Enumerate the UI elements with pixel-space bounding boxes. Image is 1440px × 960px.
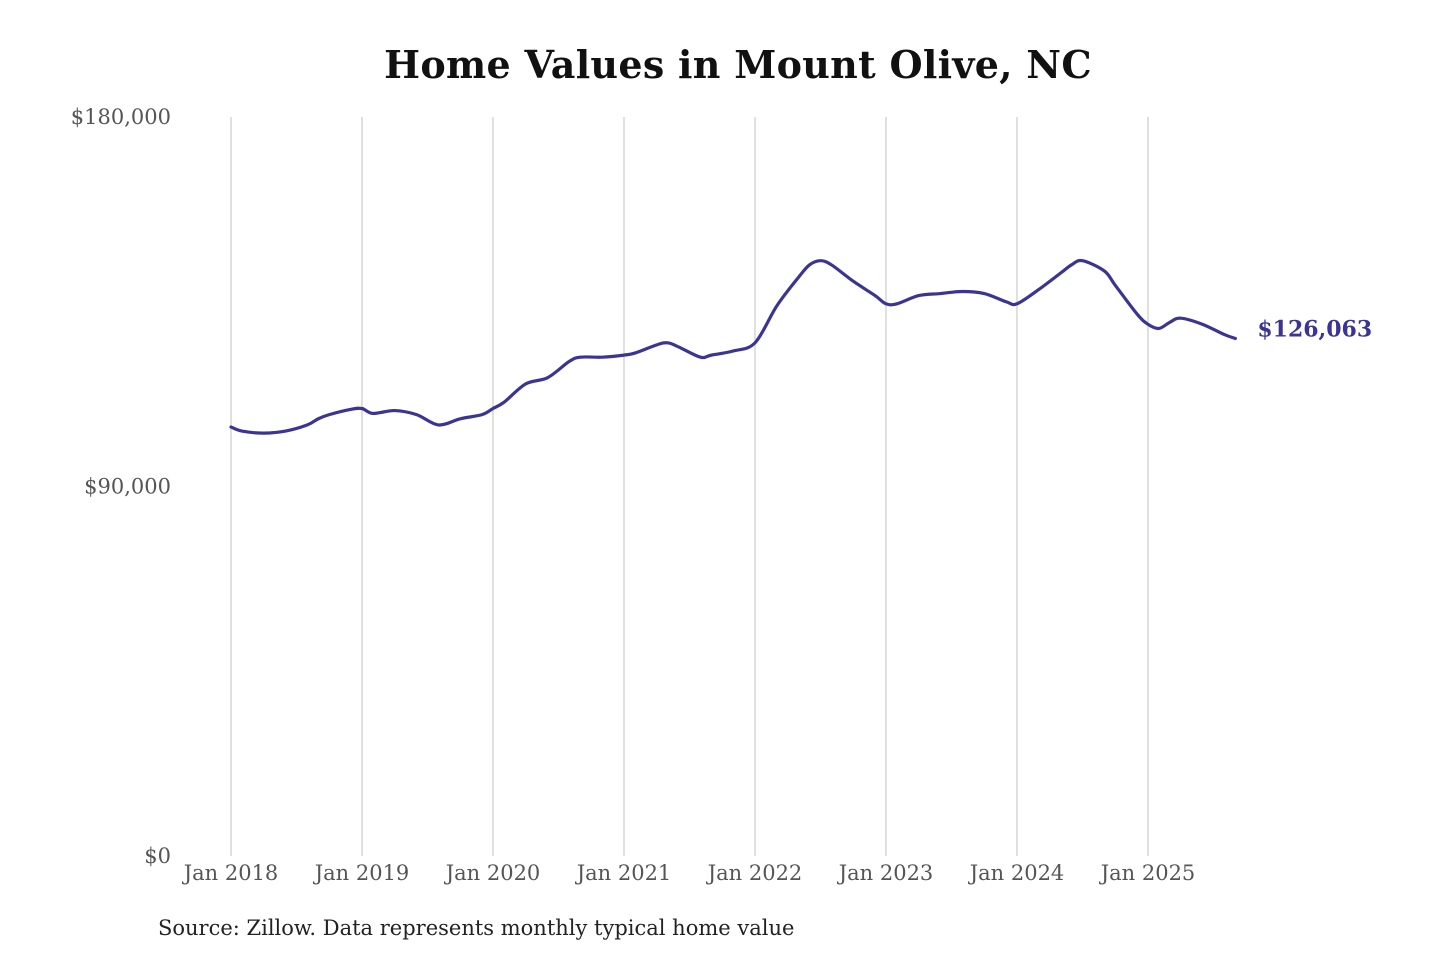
x-axis-ticks: Jan 2018 Jan 2019 Jan 2020 Jan 2021 Jan 2022…	[182, 861, 1196, 885]
y-axis-ticks: $0 $90,000 $180,000	[71, 105, 171, 868]
x-tick-label: Jan 2021	[575, 861, 672, 885]
x-tick-label: Jan 2023	[837, 861, 934, 885]
source-note: Source: Zillow. Data represents monthly …	[158, 916, 795, 940]
x-tick-label: Jan 2024	[968, 861, 1065, 885]
x-tick-label: Jan 2018	[182, 861, 279, 885]
series-line-0	[229, 258, 1237, 435]
vertical-gridlines	[230, 117, 1149, 856]
y-tick-label: $0	[144, 844, 171, 868]
y-tick-label: $90,000	[84, 475, 171, 499]
x-tick-label: Jan 2025	[1099, 861, 1196, 885]
x-tick-label: Jan 2022	[706, 861, 803, 885]
end-value-label: $126,063	[1257, 316, 1372, 342]
series-layer	[229, 258, 1237, 435]
x-tick-label: Jan 2020	[444, 861, 541, 885]
chart-title: Home Values in Mount Olive, NC	[384, 42, 1092, 87]
x-tick-label: Jan 2019	[313, 861, 410, 885]
y-tick-label: $180,000	[71, 105, 171, 129]
